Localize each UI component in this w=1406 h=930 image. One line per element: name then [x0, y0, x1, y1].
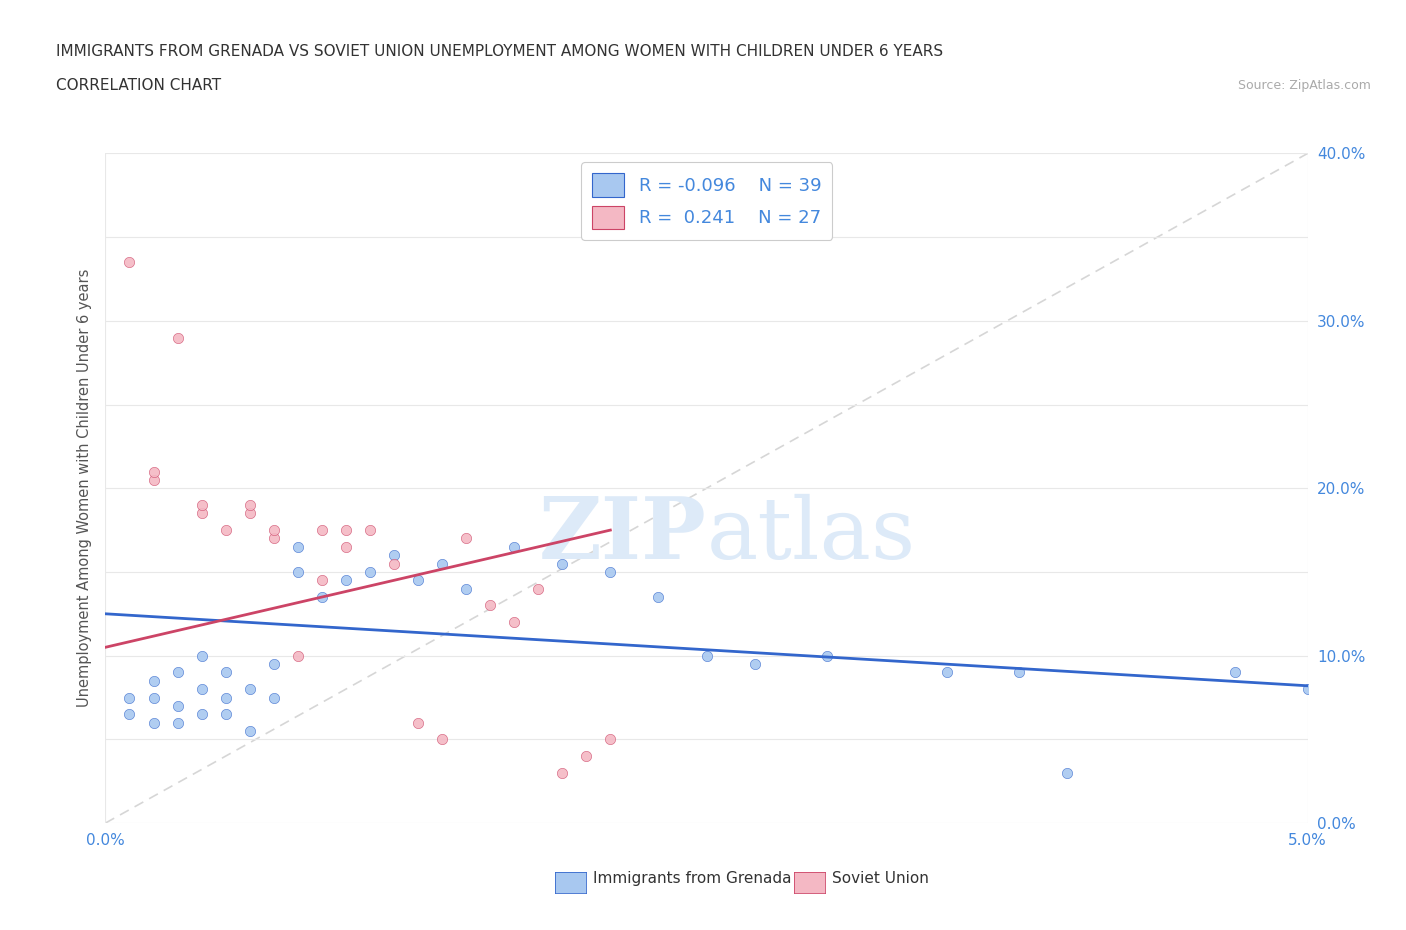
Point — [287, 648, 309, 663]
Point — [214, 707, 236, 722]
Point — [214, 690, 236, 705]
Point — [454, 531, 477, 546]
Point — [696, 648, 718, 663]
Point — [311, 590, 333, 604]
Point — [1225, 665, 1247, 680]
Point — [503, 539, 526, 554]
Point — [382, 548, 405, 563]
Point — [190, 498, 212, 512]
Text: IMMIGRANTS FROM GRENADA VS SOVIET UNION UNEMPLOYMENT AMONG WOMEN WITH CHILDREN U: IMMIGRANTS FROM GRENADA VS SOVIET UNION … — [56, 44, 943, 59]
Text: Source: ZipAtlas.com: Source: ZipAtlas.com — [1237, 79, 1371, 92]
Text: ZIP: ZIP — [538, 493, 707, 578]
Point — [815, 648, 838, 663]
Text: atlas: atlas — [707, 494, 915, 577]
Point — [936, 665, 959, 680]
Legend: R = -0.096    N = 39, R =  0.241    N = 27: R = -0.096 N = 39, R = 0.241 N = 27 — [581, 163, 832, 240]
Point — [1296, 682, 1319, 697]
Point — [430, 732, 453, 747]
Point — [166, 698, 188, 713]
Point — [335, 539, 357, 554]
Point — [599, 732, 621, 747]
Point — [335, 523, 357, 538]
Point — [239, 724, 262, 738]
Point — [575, 749, 598, 764]
Point — [190, 682, 212, 697]
Point — [430, 556, 453, 571]
Point — [744, 657, 766, 671]
Point — [263, 523, 285, 538]
Point — [142, 472, 165, 487]
Point — [118, 707, 141, 722]
Point — [503, 615, 526, 630]
Point — [166, 665, 188, 680]
Point — [359, 523, 381, 538]
Point — [142, 715, 165, 730]
Point — [239, 498, 262, 512]
Point — [335, 573, 357, 588]
Point — [142, 690, 165, 705]
Point — [311, 573, 333, 588]
Point — [166, 330, 188, 345]
Point — [359, 565, 381, 579]
Point — [166, 715, 188, 730]
Text: Soviet Union: Soviet Union — [832, 871, 929, 886]
Point — [1008, 665, 1031, 680]
Point — [406, 573, 429, 588]
Text: CORRELATION CHART: CORRELATION CHART — [56, 78, 221, 93]
Point — [647, 590, 669, 604]
Point — [311, 523, 333, 538]
Point — [382, 556, 405, 571]
Point — [190, 707, 212, 722]
Point — [551, 556, 574, 571]
Point — [118, 255, 141, 270]
Point — [263, 690, 285, 705]
Point — [142, 464, 165, 479]
Point — [142, 673, 165, 688]
Point — [1056, 765, 1078, 780]
Point — [263, 657, 285, 671]
Point — [190, 506, 212, 521]
Point — [118, 690, 141, 705]
Point — [287, 565, 309, 579]
Point — [454, 581, 477, 596]
Point — [287, 539, 309, 554]
Point — [263, 531, 285, 546]
Y-axis label: Unemployment Among Women with Children Under 6 years: Unemployment Among Women with Children U… — [76, 269, 91, 708]
Point — [214, 523, 236, 538]
Point — [214, 665, 236, 680]
Point — [527, 581, 550, 596]
Point — [190, 648, 212, 663]
Point — [406, 715, 429, 730]
Point — [479, 598, 502, 613]
Point — [239, 506, 262, 521]
Point — [239, 682, 262, 697]
Text: Immigrants from Grenada: Immigrants from Grenada — [593, 871, 792, 886]
Point — [551, 765, 574, 780]
Point — [599, 565, 621, 579]
